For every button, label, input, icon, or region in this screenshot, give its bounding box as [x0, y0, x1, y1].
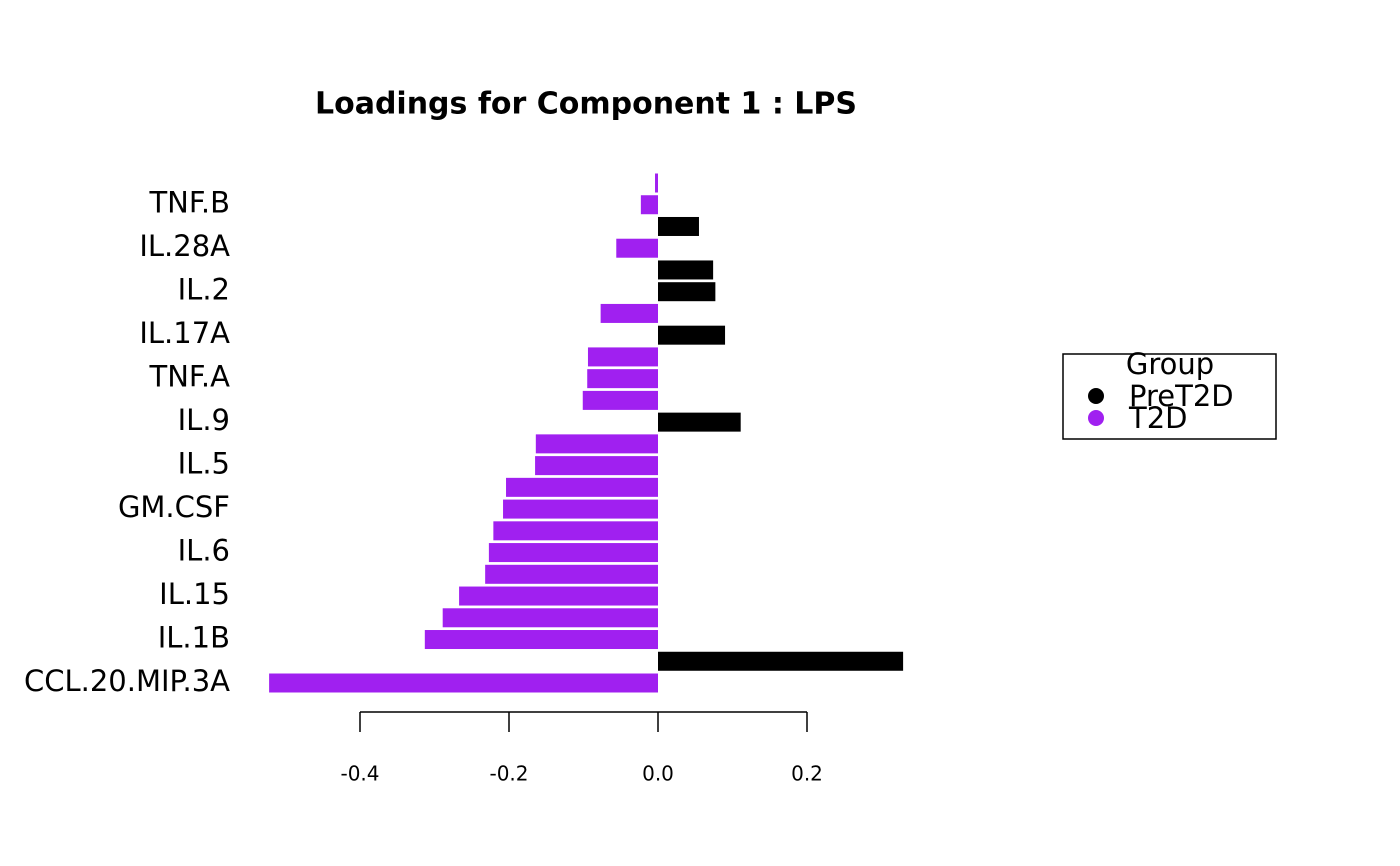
y-tick-label: IL.15: [159, 577, 230, 611]
y-tick-label: IL.1B: [158, 621, 230, 655]
bar: [493, 521, 658, 541]
bar: [640, 195, 658, 215]
bar: [658, 651, 904, 671]
bar: [600, 303, 658, 323]
bar: [658, 282, 716, 302]
y-tick-label: IL.2: [178, 273, 230, 307]
bar: [658, 216, 699, 236]
legend-label: PreT2D: [1129, 379, 1234, 413]
legend-box: [1062, 353, 1277, 440]
bar: [587, 369, 658, 389]
bar: [506, 477, 658, 497]
legend-marker: [1088, 388, 1104, 404]
x-tick-label: -0.2: [489, 762, 528, 786]
y-tick-label: TNF.B: [148, 186, 230, 220]
bar: [269, 673, 658, 693]
bar: [485, 564, 658, 584]
legend-label: T2D: [1128, 401, 1188, 435]
y-tick-label: IL.5: [178, 447, 230, 481]
bar: [424, 630, 658, 650]
x-tick-label: 0.0: [642, 762, 674, 786]
bar: [616, 238, 658, 258]
bar: [658, 412, 741, 432]
legend-marker: [1088, 410, 1104, 426]
chart-title: Loadings for Component 1 : LPS: [315, 87, 857, 122]
y-tick-label: IL.17A: [139, 316, 230, 350]
bar: [535, 456, 658, 476]
bar: [459, 586, 658, 606]
bar: [658, 260, 714, 280]
bar: [658, 325, 726, 345]
legend-title: Group: [1126, 347, 1214, 381]
bar: [655, 173, 658, 193]
bar: [582, 390, 658, 410]
bar: [535, 434, 658, 454]
bar: [442, 608, 658, 628]
y-tick-label: IL.28A: [139, 229, 230, 263]
x-tick-label: 0.2: [791, 762, 823, 786]
y-tick-label: TNF.A: [149, 360, 231, 394]
y-tick-label: IL.6: [178, 534, 230, 568]
bar: [488, 543, 658, 563]
bar: [503, 499, 658, 519]
bar: [587, 347, 658, 367]
x-tick-label: -0.4: [340, 762, 379, 786]
y-tick-label: IL.9: [178, 403, 230, 437]
y-tick-label: GM.CSF: [118, 490, 230, 524]
y-tick-label: CCL.20.MIP.3A: [24, 664, 230, 698]
